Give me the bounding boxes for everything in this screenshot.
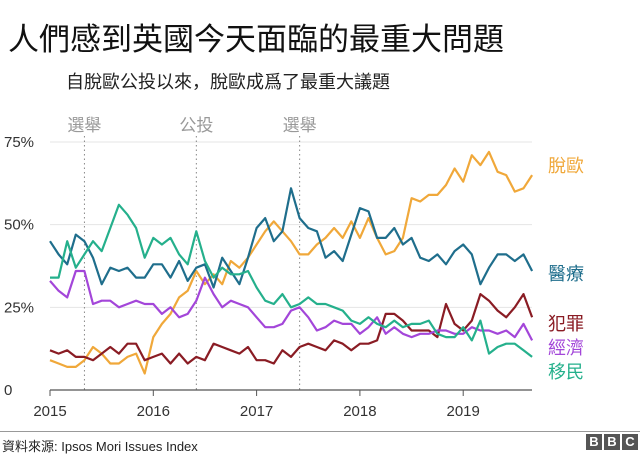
x-tick-label: 2017	[240, 403, 273, 420]
y-tick-label: 25%	[4, 299, 34, 316]
series-label: 醫療	[548, 264, 584, 285]
series-line	[49, 150, 534, 375]
footer-divider	[0, 431, 640, 432]
series-line	[50, 203, 533, 358]
event-label: 公投	[179, 116, 213, 136]
chart-subtitle: 自脫歐公投以來，脫歐成爲了最重大議題	[66, 72, 390, 93]
series-line	[49, 187, 534, 289]
chart-title: 人們感到英國今天面臨的最重大問題	[8, 22, 504, 58]
x-tick-label: 2015	[33, 403, 66, 420]
series-line	[49, 293, 534, 365]
series-label: 犯罪	[548, 314, 584, 335]
series-line	[49, 269, 534, 341]
series-label: 經濟	[548, 338, 584, 359]
event-label: 選舉	[67, 116, 101, 136]
x-tick-label: 2019	[447, 403, 480, 420]
series-label: 移民	[548, 362, 584, 383]
y-tick-label: 50%	[4, 217, 34, 234]
series-label: 脫歐	[548, 156, 584, 177]
event-label: 選舉	[283, 116, 317, 136]
source-note: 資料來源: Ipsos Mori Issues Index	[2, 439, 198, 454]
x-tick-label: 2016	[137, 403, 170, 420]
y-tick-label: 75%	[4, 134, 34, 151]
y-tick-label: 0	[4, 382, 12, 399]
x-tick-label: 2018	[343, 403, 376, 420]
